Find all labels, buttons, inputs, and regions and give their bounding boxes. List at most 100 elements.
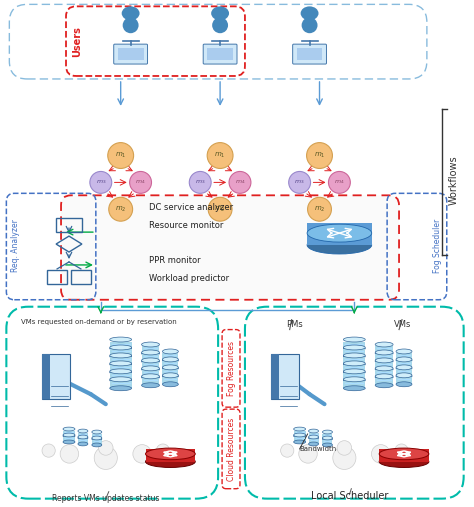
Text: Workflows: Workflows [449, 156, 459, 205]
Ellipse shape [375, 351, 393, 356]
Bar [146, 449, 195, 462]
Ellipse shape [142, 375, 159, 380]
Bar [110, 366, 132, 372]
Ellipse shape [142, 350, 159, 355]
FancyBboxPatch shape [114, 44, 147, 64]
Ellipse shape [110, 353, 132, 358]
Circle shape [372, 445, 390, 463]
Circle shape [189, 171, 211, 193]
FancyBboxPatch shape [61, 195, 399, 300]
Text: VMs requested on-demand or by reservation: VMs requested on-demand or by reservatio… [21, 318, 177, 324]
Ellipse shape [78, 435, 88, 439]
Ellipse shape [163, 366, 178, 371]
Circle shape [42, 444, 55, 457]
FancyBboxPatch shape [222, 409, 240, 489]
Ellipse shape [343, 378, 365, 383]
Bar [396, 353, 412, 360]
Ellipse shape [110, 386, 132, 391]
Bar [396, 377, 412, 384]
Ellipse shape [63, 434, 75, 438]
Bar [343, 373, 365, 380]
FancyBboxPatch shape [292, 44, 327, 64]
Ellipse shape [163, 373, 178, 378]
Ellipse shape [211, 7, 229, 20]
Ellipse shape [396, 349, 412, 354]
Ellipse shape [322, 443, 332, 447]
Circle shape [301, 17, 318, 33]
Ellipse shape [92, 430, 102, 434]
Ellipse shape [343, 386, 365, 391]
Circle shape [207, 142, 233, 168]
Ellipse shape [294, 427, 306, 431]
Text: PPR monitor: PPR monitor [148, 257, 200, 266]
Text: $m_4$: $m_4$ [334, 178, 345, 187]
Ellipse shape [142, 383, 159, 388]
Bar [142, 378, 159, 385]
Circle shape [333, 446, 356, 469]
Bar [271, 354, 279, 399]
Ellipse shape [343, 369, 365, 374]
Circle shape [308, 197, 331, 221]
Circle shape [156, 444, 170, 457]
Ellipse shape [375, 358, 393, 363]
Circle shape [123, 17, 138, 33]
Ellipse shape [142, 366, 159, 371]
Ellipse shape [110, 378, 132, 383]
Text: Local Scheduler: Local Scheduler [310, 491, 388, 501]
Ellipse shape [396, 357, 412, 362]
Bar [63, 437, 75, 442]
Text: PMs: PMs [286, 319, 302, 329]
Text: VMs: VMs [394, 319, 411, 329]
Ellipse shape [309, 429, 319, 433]
Ellipse shape [163, 365, 178, 370]
Circle shape [328, 171, 350, 193]
Ellipse shape [322, 436, 332, 440]
Bar [110, 381, 132, 388]
Ellipse shape [343, 354, 365, 359]
Ellipse shape [343, 353, 365, 358]
Ellipse shape [343, 346, 365, 351]
Ellipse shape [78, 429, 88, 433]
Ellipse shape [375, 342, 393, 347]
Ellipse shape [375, 383, 393, 388]
Text: Fog Resources: Fog Resources [227, 341, 236, 396]
Bar [375, 378, 393, 385]
Bar [375, 363, 393, 370]
Ellipse shape [322, 437, 332, 441]
FancyBboxPatch shape [203, 44, 237, 64]
Bar [309, 433, 319, 438]
Ellipse shape [142, 359, 159, 364]
Text: DC service analyzer: DC service analyzer [148, 203, 233, 212]
Circle shape [337, 441, 352, 455]
Ellipse shape [301, 7, 319, 20]
Text: Users: Users [72, 26, 82, 57]
Bar [375, 354, 393, 361]
Text: $m_1$: $m_1$ [314, 151, 325, 160]
Bar [142, 354, 159, 361]
Ellipse shape [110, 361, 132, 366]
Bar [142, 363, 159, 370]
Bar [92, 440, 102, 445]
Circle shape [109, 197, 133, 221]
Text: Workload predictor: Workload predictor [148, 274, 228, 283]
Ellipse shape [110, 346, 132, 351]
Ellipse shape [343, 337, 365, 342]
Ellipse shape [110, 377, 132, 382]
Text: $m_1$: $m_1$ [214, 151, 226, 160]
Bar [322, 434, 332, 439]
Ellipse shape [110, 337, 132, 342]
Text: Reports VMs updates status: Reports VMs updates status [52, 494, 160, 503]
Bar [396, 361, 412, 369]
FancyBboxPatch shape [271, 354, 299, 399]
Ellipse shape [78, 436, 88, 440]
Ellipse shape [307, 224, 372, 242]
Ellipse shape [92, 443, 102, 447]
Ellipse shape [396, 365, 412, 370]
Ellipse shape [309, 435, 319, 439]
Bar [110, 357, 132, 365]
Ellipse shape [396, 366, 412, 371]
Ellipse shape [375, 374, 393, 379]
Ellipse shape [142, 367, 159, 372]
Circle shape [94, 446, 118, 469]
Ellipse shape [110, 362, 132, 367]
